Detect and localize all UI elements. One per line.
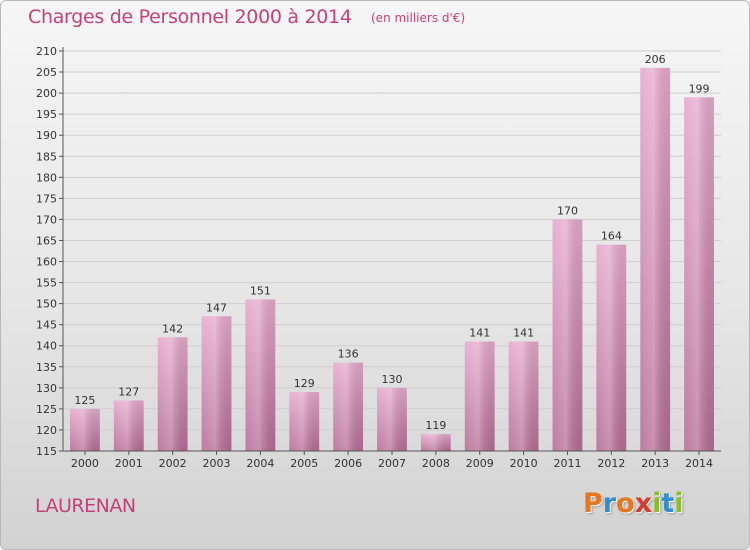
y-tick-label: 170 xyxy=(36,213,57,226)
bar-sheen xyxy=(464,341,495,451)
bar-sheen xyxy=(596,244,627,451)
data-label: 130 xyxy=(382,373,403,386)
x-tick-label: 2007 xyxy=(378,457,406,470)
logo-letter: r xyxy=(602,488,617,519)
bar-sheen xyxy=(684,97,714,451)
labels: 115 120 125 130 135 140 145 150 155 160 165 170 175 1… xyxy=(36,45,713,470)
data-label: 127 xyxy=(118,385,139,398)
x-tick-label: 2000 xyxy=(71,457,99,470)
data-label: 206 xyxy=(645,53,666,66)
y-tick-label: 210 xyxy=(36,45,57,58)
bar-sheen xyxy=(377,387,407,451)
y-tick-label: 180 xyxy=(36,171,57,184)
y-tick-label: 145 xyxy=(36,319,57,332)
bar-sheen xyxy=(508,341,539,451)
y-tick-label: 140 xyxy=(36,340,57,353)
x-tick-label: 2011 xyxy=(553,457,581,470)
logo-letter: i xyxy=(652,488,662,519)
data-label: 199 xyxy=(689,82,710,95)
y-tick-label: 150 xyxy=(36,298,57,311)
y-tick-label: 135 xyxy=(36,361,57,374)
data-label: 119 xyxy=(425,419,446,432)
y-tick-label: 175 xyxy=(36,192,57,205)
chart-subtitle: (en milliers d'€) xyxy=(371,11,466,25)
bar-sheen xyxy=(333,362,364,451)
x-tick-label: 2004 xyxy=(246,457,274,470)
x-tick-label: 2008 xyxy=(422,457,450,470)
y-tick-label: 120 xyxy=(36,424,57,437)
bar-sheen xyxy=(70,408,100,451)
x-tick-label: 2001 xyxy=(115,457,143,470)
x-tick-label: 2013 xyxy=(641,457,669,470)
y-tick-label: 190 xyxy=(36,129,57,142)
data-label: 142 xyxy=(162,322,183,335)
data-label: 125 xyxy=(74,394,95,407)
x-tick-label: 2005 xyxy=(290,457,318,470)
logo-letter: P xyxy=(583,488,603,519)
y-tick-label: 200 xyxy=(36,87,57,100)
bar-sheen xyxy=(289,392,320,451)
y-tick-label: 160 xyxy=(36,256,57,269)
bar-sheen xyxy=(640,67,671,451)
bar-sheen xyxy=(201,316,232,451)
bar-sheen xyxy=(420,434,451,451)
y-tick-label: 165 xyxy=(36,234,57,247)
x-tick-label: 2010 xyxy=(510,457,538,470)
bar-sheen xyxy=(552,219,583,451)
data-label: 151 xyxy=(250,284,271,297)
y-tick-label: 115 xyxy=(36,445,57,458)
x-tick-label: 2009 xyxy=(466,457,494,470)
logo-letter: i xyxy=(674,488,684,519)
commune-name: LAURENAN xyxy=(35,495,136,517)
data-label: 164 xyxy=(601,230,622,243)
y-tick-label: 185 xyxy=(36,150,57,163)
y-tick-label: 195 xyxy=(36,108,57,121)
y-tick-label: 205 xyxy=(36,66,57,79)
bar-sheen xyxy=(157,337,188,451)
logo-letter: t xyxy=(661,488,675,519)
logo-letter: o xyxy=(616,488,635,519)
chart-title: Charges de Personnel 2000 à 2014 xyxy=(28,6,352,28)
x-tick-label: 2014 xyxy=(685,457,713,470)
data-label: 147 xyxy=(206,301,227,314)
logo-letter: x xyxy=(634,488,653,519)
data-label: 129 xyxy=(294,377,315,390)
proxiti-logo[interactable]: Proxiti xyxy=(583,488,684,519)
x-tick-label: 2003 xyxy=(203,457,231,470)
data-label: 136 xyxy=(338,348,359,361)
bars xyxy=(70,67,714,451)
bar-sheen xyxy=(113,400,144,451)
axes xyxy=(59,47,721,455)
data-label: 141 xyxy=(469,327,490,340)
bar-sheen xyxy=(245,299,276,451)
x-tick-label: 2012 xyxy=(597,457,625,470)
y-tick-label: 155 xyxy=(36,277,57,290)
y-tick-label: 125 xyxy=(36,403,57,416)
x-tick-label: 2006 xyxy=(334,457,362,470)
y-tick-label: 130 xyxy=(36,382,57,395)
data-label: 170 xyxy=(557,204,578,217)
x-tick-label: 2002 xyxy=(159,457,187,470)
data-label: 141 xyxy=(513,327,534,340)
